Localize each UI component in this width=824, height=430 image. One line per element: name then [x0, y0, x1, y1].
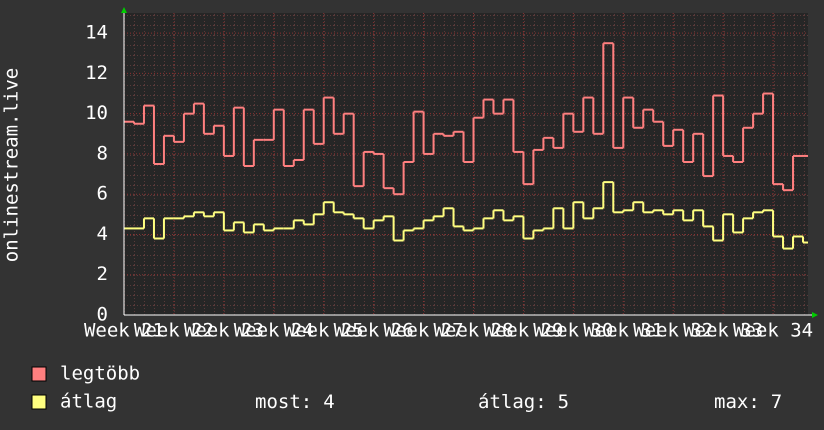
- legend-label: legtöbb: [60, 363, 140, 385]
- legend-label: átlag: [60, 391, 117, 413]
- stat: max: 7: [714, 391, 782, 413]
- x-tick-label: Week 25: [284, 320, 364, 342]
- legend-swatch: [31, 394, 47, 410]
- plot: [123, 13, 808, 316]
- axis-arrow: [812, 312, 818, 318]
- stat-value: 4: [323, 391, 334, 413]
- x-tick-label: Week 32: [633, 320, 713, 342]
- y-tick-label: 0: [97, 304, 108, 326]
- x-tick-label: Week 31: [583, 320, 663, 342]
- x-tick-label: Week 34: [733, 320, 813, 342]
- y-tick-label: 12: [85, 62, 108, 84]
- y-axis-label: onlinestream.live: [1, 68, 23, 262]
- legend-swatch: [31, 366, 47, 382]
- stat-label: átlag:: [478, 391, 547, 413]
- stat: átlag: 5: [478, 391, 569, 413]
- x-tick-label: Week 22: [134, 320, 214, 342]
- x-tick-label: Week 27: [384, 320, 464, 342]
- y-tick-label: 10: [85, 102, 108, 124]
- legend: legtöbb átlag most: 4 átlag: 5 max: 7: [31, 363, 782, 413]
- stat-value: 5: [558, 391, 569, 413]
- minor-grid: [124, 13, 808, 315]
- x-tick-label: Week 23: [184, 320, 264, 342]
- x-tick-label: Week 28: [433, 320, 513, 342]
- stat-label: max:: [714, 391, 760, 413]
- x-tick-label: Week 30: [533, 320, 613, 342]
- stat: most: 4: [255, 391, 335, 413]
- stat-label: most:: [255, 391, 312, 413]
- stat-value: 7: [771, 391, 782, 413]
- y-tick-label: 6: [97, 183, 108, 205]
- y-tick-label: 8: [97, 142, 108, 164]
- y-tick-label: 14: [85, 22, 108, 44]
- x-tick-label: Week 33: [683, 320, 763, 342]
- y-tick-label: 2: [97, 263, 108, 285]
- x-tick-label: Week 26: [334, 320, 414, 342]
- x-tick-label: Week 29: [483, 320, 563, 342]
- x-tick-label: Week 21: [84, 320, 164, 342]
- x-tick-label: Week 24: [234, 320, 314, 342]
- axis-arrow: [121, 7, 127, 13]
- y-tick-label: 4: [97, 223, 108, 245]
